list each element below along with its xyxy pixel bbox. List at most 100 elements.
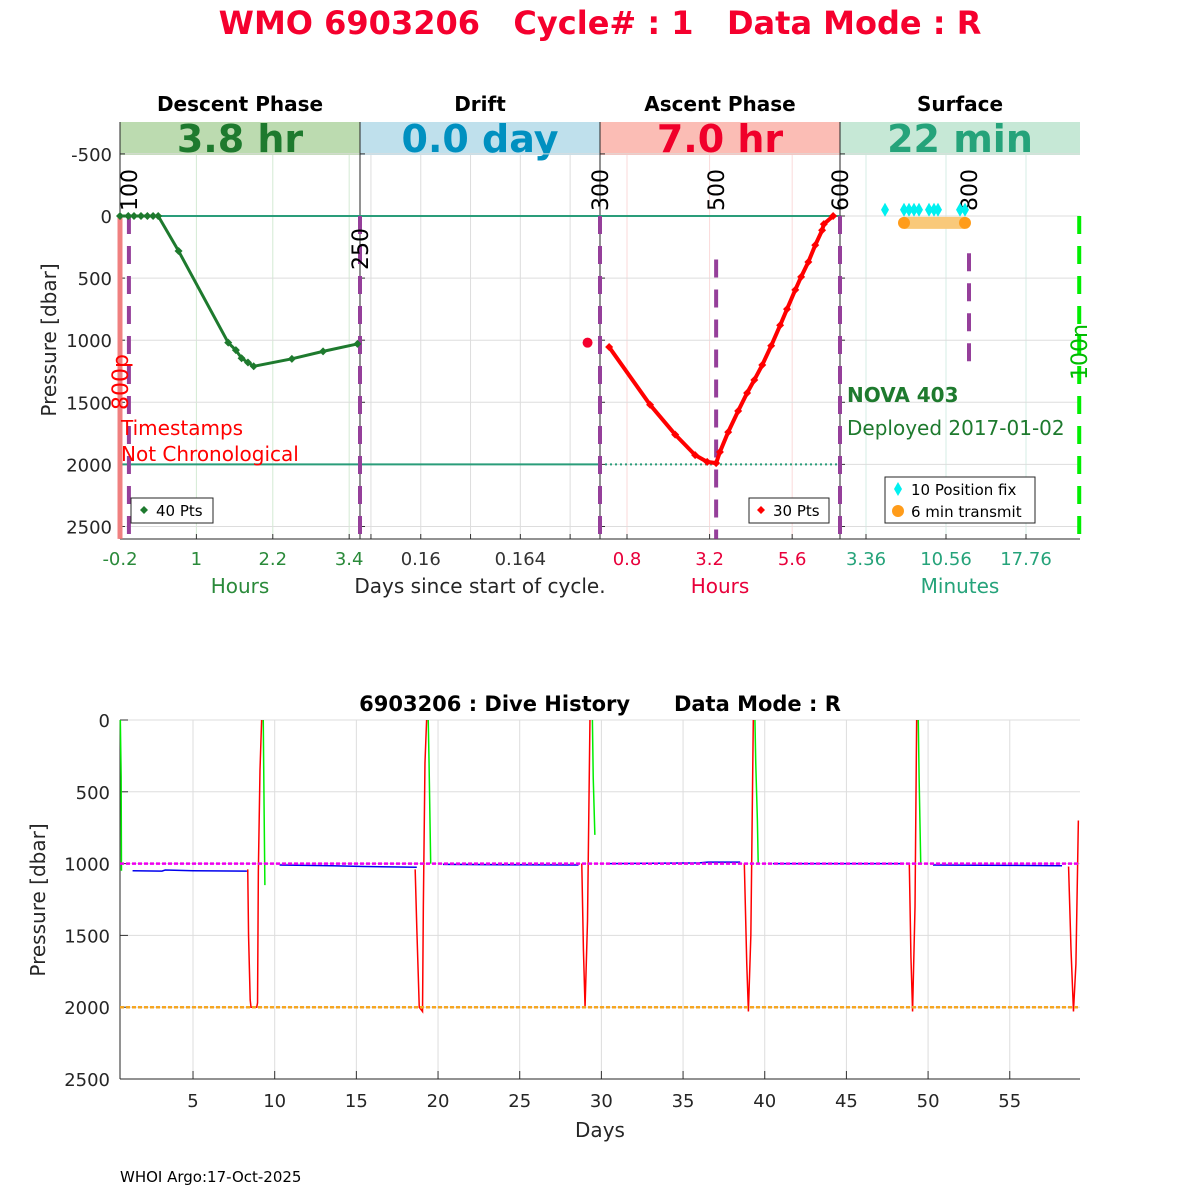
legend-marker — [894, 482, 902, 496]
position-fix-point — [900, 202, 908, 217]
x-axis-label-days: Days since start of cycle. — [354, 574, 605, 598]
ascent-point — [767, 341, 776, 350]
ascent-point — [758, 361, 767, 370]
drift-line — [279, 864, 417, 868]
ascent-point — [671, 430, 680, 439]
legend-marker — [140, 506, 148, 514]
ascent-line — [743, 719, 755, 1012]
ascent-point — [646, 400, 655, 409]
descent-point — [319, 347, 328, 356]
descent-point — [154, 212, 163, 220]
ascent-point — [712, 459, 721, 468]
descent-line — [119, 719, 123, 871]
descent-point — [174, 247, 183, 256]
x-tick-label: 15 — [345, 1091, 368, 1112]
ascent-point — [819, 220, 828, 229]
warning-text: Not Chronological — [121, 442, 299, 466]
descent-point — [149, 212, 158, 220]
descent-point — [143, 212, 152, 220]
event-marker-label: 600 — [829, 169, 854, 211]
y-tick-label: 2500 — [66, 518, 112, 539]
ascent-point — [804, 257, 813, 266]
event-marker-label: 300 — [589, 169, 614, 211]
figure-title: WMO 6903206 Cycle# : 1 Data Mode : R — [219, 4, 982, 42]
descent-point — [124, 212, 133, 220]
descent-point — [353, 339, 362, 348]
ascent-point — [818, 226, 827, 235]
ascent-point — [605, 343, 614, 352]
ascent-point — [691, 451, 700, 460]
ascent-line — [414, 719, 428, 1014]
dive-history-title: 6903206 : Dive History Data Mode : R — [359, 692, 841, 716]
transmit-point — [959, 216, 971, 229]
ascent-line — [908, 719, 918, 1012]
ascent-point — [743, 388, 752, 397]
descent-line — [262, 719, 266, 886]
descent-legend-label: 40 Pts — [156, 502, 203, 520]
descent-point — [243, 358, 252, 367]
y-tick-label: 500 — [78, 269, 112, 290]
phase-band — [600, 122, 840, 155]
x-tick-label: 3.2 — [695, 549, 724, 570]
phase-band — [120, 122, 360, 155]
deployment-date: Deployed 2017-01-02 — [847, 416, 1065, 440]
ascent-point — [724, 428, 733, 437]
ascent-legend-label: 30 Pts — [773, 502, 820, 520]
position-fix-point — [881, 202, 889, 217]
drift-line — [932, 864, 1063, 867]
ascent-point — [734, 406, 743, 415]
position-fix-point — [934, 202, 942, 217]
x-tick-label: 10.56 — [920, 549, 972, 570]
ascent-point — [776, 321, 785, 330]
x-tick-label: 3.4 — [335, 549, 364, 570]
position-fix-point — [915, 202, 923, 217]
x-tick-label: 0.16 — [401, 549, 441, 570]
x-tick-label: 20 — [427, 1091, 450, 1112]
phase-title: Descent Phase — [157, 92, 323, 116]
ascent-line — [1067, 820, 1080, 1012]
position-fix-point — [961, 202, 969, 217]
ascent-point — [715, 447, 724, 456]
warning-text: Timestamps — [120, 416, 243, 440]
event-marker-label: 100n — [1068, 324, 1093, 380]
x-axis-label: Minutes — [921, 574, 1000, 598]
ascent-point — [797, 272, 806, 281]
event-marker-label: 500 — [705, 169, 730, 211]
phase-band — [360, 122, 600, 155]
ascent-line — [246, 719, 263, 1008]
x-tick-label: 2.2 — [258, 549, 287, 570]
event-marker-label: 800 — [958, 169, 983, 211]
x-tick-label: 55 — [998, 1091, 1021, 1112]
descent-line — [427, 719, 432, 864]
transmit-point — [898, 216, 910, 229]
descent-point — [287, 354, 296, 363]
event-marker-label: 800p — [109, 354, 134, 410]
x-axis-label: Days — [575, 1118, 625, 1142]
ascent-profile-line — [607, 214, 835, 466]
ascent-point — [829, 212, 838, 220]
descent-point — [137, 212, 146, 220]
x-tick-label: 35 — [672, 1091, 695, 1112]
descent-point — [116, 212, 124, 220]
legend-label-position-fix: 10 Position fix — [911, 481, 1016, 499]
descent-point — [130, 212, 139, 220]
x-tick-label: 0.164 — [495, 549, 547, 570]
legend-marker — [892, 505, 904, 517]
position-fix-point — [925, 202, 933, 217]
y-axis-label: Pressure [dbar] — [26, 823, 50, 976]
x-tick-label: 0.8 — [613, 549, 642, 570]
drift-line — [132, 869, 247, 872]
position-fix-point — [956, 202, 964, 217]
x-tick-label: 10 — [263, 1091, 286, 1112]
phase-title: Drift — [454, 92, 506, 116]
phase-band — [840, 122, 1080, 155]
y-tick-label: 1500 — [66, 393, 112, 414]
y-tick-label: 1000 — [64, 855, 110, 876]
descent-profile-line — [120, 214, 358, 368]
ascent-point — [791, 285, 800, 294]
descent-point — [231, 346, 240, 355]
x-tick-label: 50 — [917, 1091, 940, 1112]
event-marker-label: 250 — [349, 228, 374, 270]
ascent-point — [750, 375, 759, 384]
